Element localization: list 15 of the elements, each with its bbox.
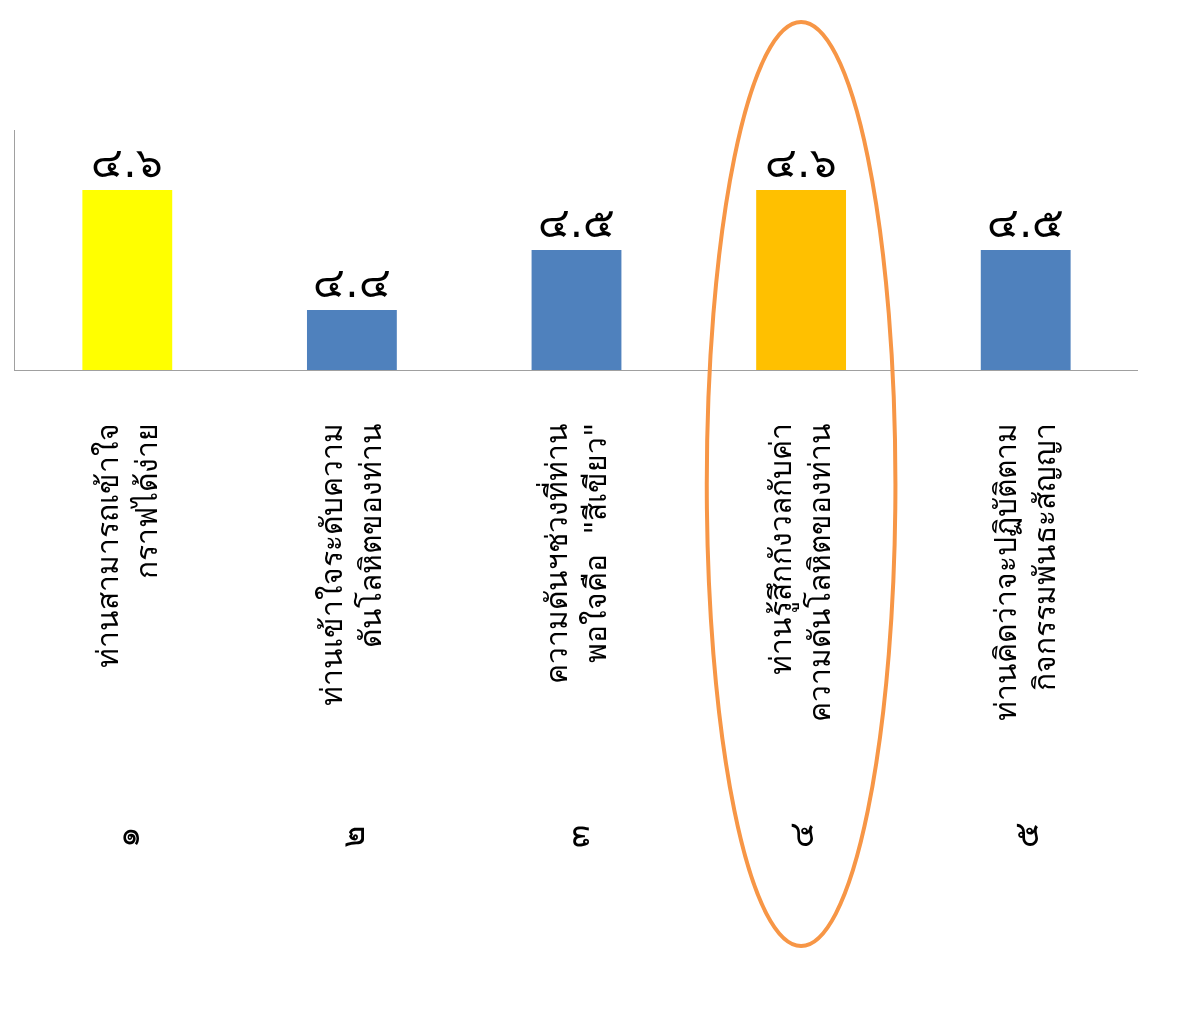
x-tick-label: ความดันฯช่วงที่ท่าน พอใจคือ "สีเขียว"	[535, 423, 613, 684]
data-label: ๔.๔	[313, 258, 391, 307]
x-tick-label: ท่านคิดว่าจะปฏิบัติตาม กิจกรรมพันธะสัญญา	[987, 423, 1062, 721]
data-label: ๔.๖	[764, 138, 838, 187]
data-label: ๔.๕	[537, 198, 616, 247]
text: ๔	[781, 822, 822, 849]
text: ๑	[107, 826, 148, 849]
text: ๒	[331, 825, 372, 848]
x-tick-label: ท่านสามารถเข้าใจ กราฟได้ง่าย	[89, 423, 164, 668]
text: ๓	[557, 825, 597, 848]
data-label: ๔.๖	[91, 138, 164, 187]
x-tick-label: ท่านเข้าใจระดับความ ดันโลหิตของท่าน	[314, 423, 389, 706]
x-tick-label: ท่านรู้สึกกังวลกับค่า ความดันโลหิตของท่าน	[763, 423, 838, 722]
data-label: ๔.๕	[987, 198, 1065, 247]
text: ๕	[1005, 821, 1046, 848]
